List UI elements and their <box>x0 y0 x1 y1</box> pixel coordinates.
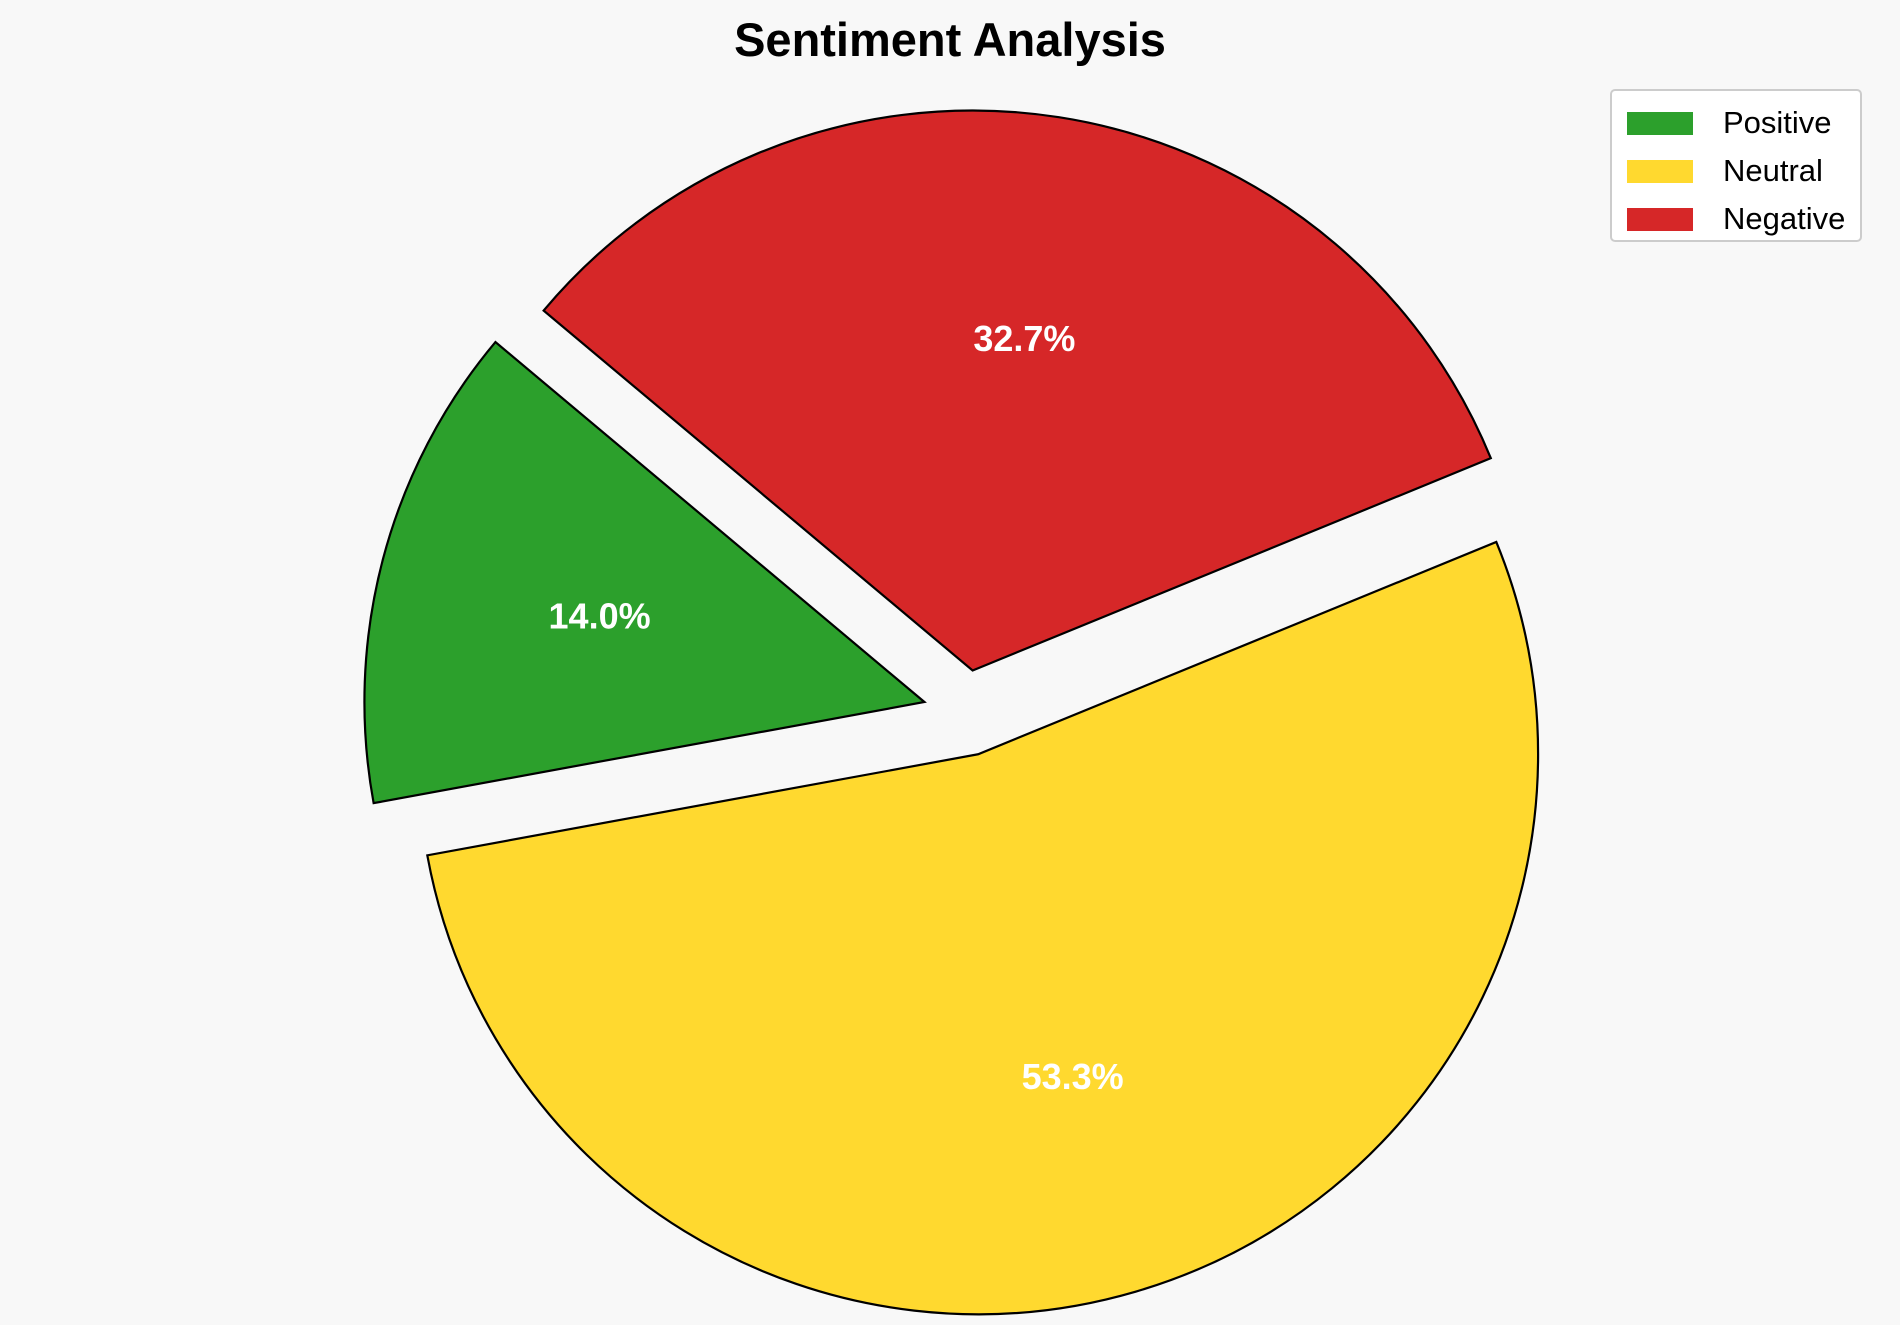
legend-label-positive: Positive <box>1723 105 1832 140</box>
chart-title: Sentiment Analysis <box>734 13 1166 66</box>
legend-item-neutral: Neutral <box>1612 147 1860 195</box>
legend-item-positive: Positive <box>1612 99 1860 147</box>
legend-swatch-negative <box>1627 207 1693 231</box>
pie-slice-negative <box>542 109 1493 672</box>
slice-label-negative: 32.7% <box>973 318 1075 359</box>
slice-label-neutral: 53.3% <box>1022 1056 1124 1097</box>
legend-item-negative: Negative <box>1612 195 1860 243</box>
pie-slice-positive <box>363 340 927 805</box>
slice-label-positive: 14.0% <box>549 596 651 637</box>
legend-swatch-positive <box>1627 111 1693 135</box>
legend-label-negative: Negative <box>1723 201 1846 236</box>
legend: Positive Neutral Negative <box>1610 89 1862 242</box>
pie-slice-neutral <box>426 540 1540 1316</box>
legend-swatch-neutral <box>1627 159 1693 183</box>
legend-label-neutral: Neutral <box>1723 153 1823 188</box>
